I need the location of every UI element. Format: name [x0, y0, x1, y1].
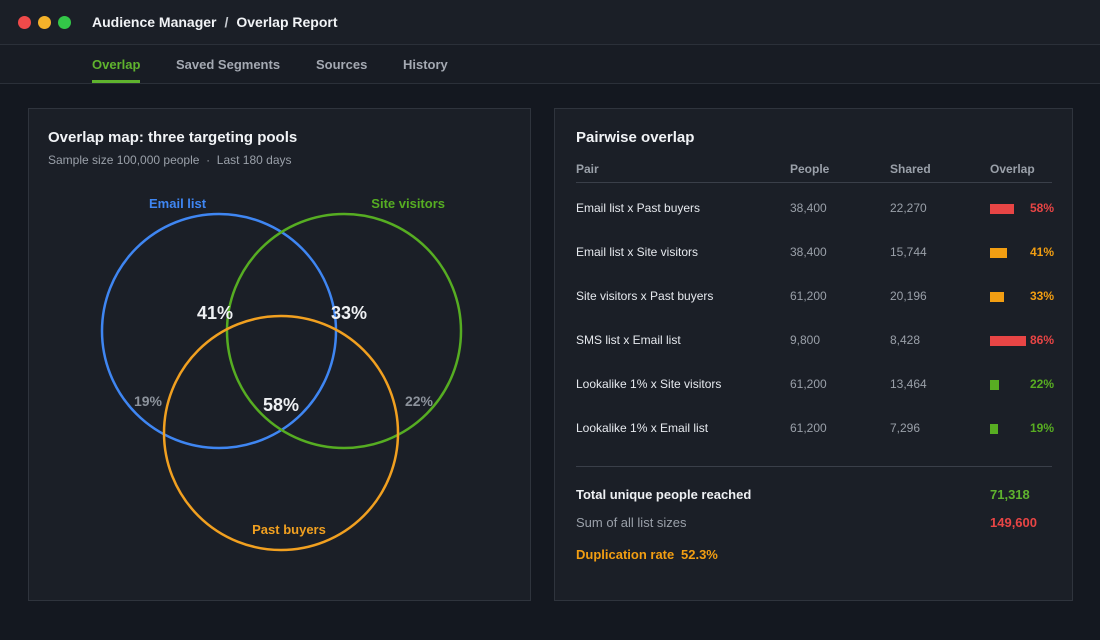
venn-circle-site-visitors[interactable] — [225, 212, 463, 450]
column-header-overlap[interactable]: Overlap — [990, 162, 1035, 176]
people-cell: 61,200 — [790, 421, 827, 435]
people-cell: 38,400 — [790, 201, 827, 215]
people-cell: 9,800 — [790, 333, 821, 347]
venn-circle-past-buyers[interactable] — [162, 314, 400, 552]
shared-cell: 20,196 — [890, 289, 927, 303]
total-unique-value: 71,318 — [990, 487, 1030, 502]
total-unique-label: Total unique people reached — [576, 487, 752, 502]
breadcrumb-app[interactable]: Audience Manager — [92, 14, 217, 30]
overlap-percent: 19% — [1030, 421, 1055, 435]
pair-cell: Lookalike 1% x Email list — [576, 421, 709, 435]
sum-list-sizes-value: 149,600 — [990, 515, 1037, 530]
sum-list-sizes-label: Sum of all list sizes — [576, 515, 687, 530]
region-email-only: 19% — [134, 393, 163, 409]
breadcrumb-separator: / — [224, 14, 229, 30]
table-row[interactable]: Email list x Site visitors 38,400 15,744… — [555, 244, 1074, 288]
duplication-rate-value: 52.3% — [681, 547, 718, 562]
shared-cell: 15,744 — [890, 245, 927, 259]
venn-label-past-buyers: Past buyers — [252, 522, 326, 537]
people-cell: 38,400 — [790, 245, 827, 259]
region-email-buyers: 58% — [263, 395, 299, 415]
tab-bar: Overlap Saved Segments Sources History — [0, 45, 1100, 84]
region-visitors-buyers: 33% — [331, 303, 367, 323]
duplication-rate-label: Duplication rate — [576, 547, 675, 562]
overlap-map-title: Overlap map: three targeting pools — [48, 129, 298, 146]
shared-cell: 7,296 — [890, 421, 921, 435]
tab-history[interactable]: History — [403, 57, 448, 72]
tab-saved-segments[interactable]: Saved Segments — [176, 57, 281, 72]
table-row[interactable]: Lookalike 1% x Email list 61,200 7,296 1… — [555, 420, 1074, 464]
overlap-bar — [990, 336, 1026, 346]
minimize-window-button[interactable] — [38, 16, 51, 29]
shared-cell: 13,464 — [890, 377, 927, 391]
maximize-window-button[interactable] — [58, 16, 71, 29]
column-header-people[interactable]: People — [790, 162, 830, 176]
pairwise-overlap-title: Pairwise overlap — [576, 129, 695, 146]
title-bar: Audience Manager / Overlap Report — [0, 0, 1100, 45]
tab-overlap[interactable]: Overlap — [92, 57, 141, 83]
pairwise-overlap-panel: Pairwise overlap Pair People Shared Over… — [554, 108, 1073, 601]
column-header-pair[interactable]: Pair — [576, 162, 599, 176]
table-row[interactable]: Lookalike 1% x Site visitors 61,200 13,4… — [555, 376, 1074, 420]
pair-cell: Lookalike 1% x Site visitors — [576, 377, 722, 391]
close-window-button[interactable] — [18, 16, 31, 29]
column-header-shared[interactable]: Shared — [890, 162, 931, 176]
overlap-bar — [990, 292, 1004, 302]
pair-cell: Email list x Past buyers — [576, 201, 701, 215]
venn-label-site-visitors: Site visitors — [371, 196, 445, 211]
overlap-percent: 33% — [1030, 289, 1055, 303]
table-row[interactable]: SMS list x Email list 9,800 8,428 86% — [555, 332, 1074, 376]
overlap-percent: 41% — [1030, 245, 1055, 259]
summary-divider — [576, 466, 1052, 467]
overlap-percent: 86% — [1030, 333, 1055, 347]
venn-circle-email-list[interactable] — [100, 212, 338, 450]
shared-cell: 8,428 — [890, 333, 921, 347]
overlap-map-subtitle: Sample size 100,000 people · Last 180 da… — [48, 153, 292, 167]
venn-diagram: Email list Site visitors Past buyers 41%… — [100, 196, 463, 552]
table-row[interactable]: Site visitors x Past buyers 61,200 20,19… — [555, 288, 1074, 332]
table-row[interactable]: Email list x Past buyers 38,400 22,270 5… — [555, 200, 1074, 244]
overlap-bar — [990, 204, 1014, 214]
overlap-percent: 58% — [1030, 201, 1055, 215]
venn-label-email-list: Email list — [149, 196, 207, 211]
breadcrumb: Audience Manager / Overlap Report — [92, 14, 338, 30]
people-cell: 61,200 — [790, 289, 827, 303]
overlap-percent: 22% — [1030, 377, 1055, 391]
header-divider — [576, 182, 1052, 183]
shared-cell: 22,270 — [890, 201, 927, 215]
region-email-visitors: 41% — [197, 303, 233, 323]
people-cell: 61,200 — [790, 377, 827, 391]
tab-sources[interactable]: Sources — [316, 57, 368, 72]
overlap-bar — [990, 424, 998, 434]
breadcrumb-page: Overlap Report — [236, 14, 338, 30]
pair-cell: Email list x Site visitors — [576, 245, 699, 259]
overlap-map-panel: Overlap map: three targeting pools Sampl… — [28, 108, 531, 601]
region-visitors-only: 22% — [405, 393, 434, 409]
pair-cell: Site visitors x Past buyers — [576, 289, 714, 303]
overlap-bar — [990, 248, 1007, 258]
pair-cell: SMS list x Email list — [576, 333, 681, 347]
overlap-bar — [990, 380, 999, 390]
